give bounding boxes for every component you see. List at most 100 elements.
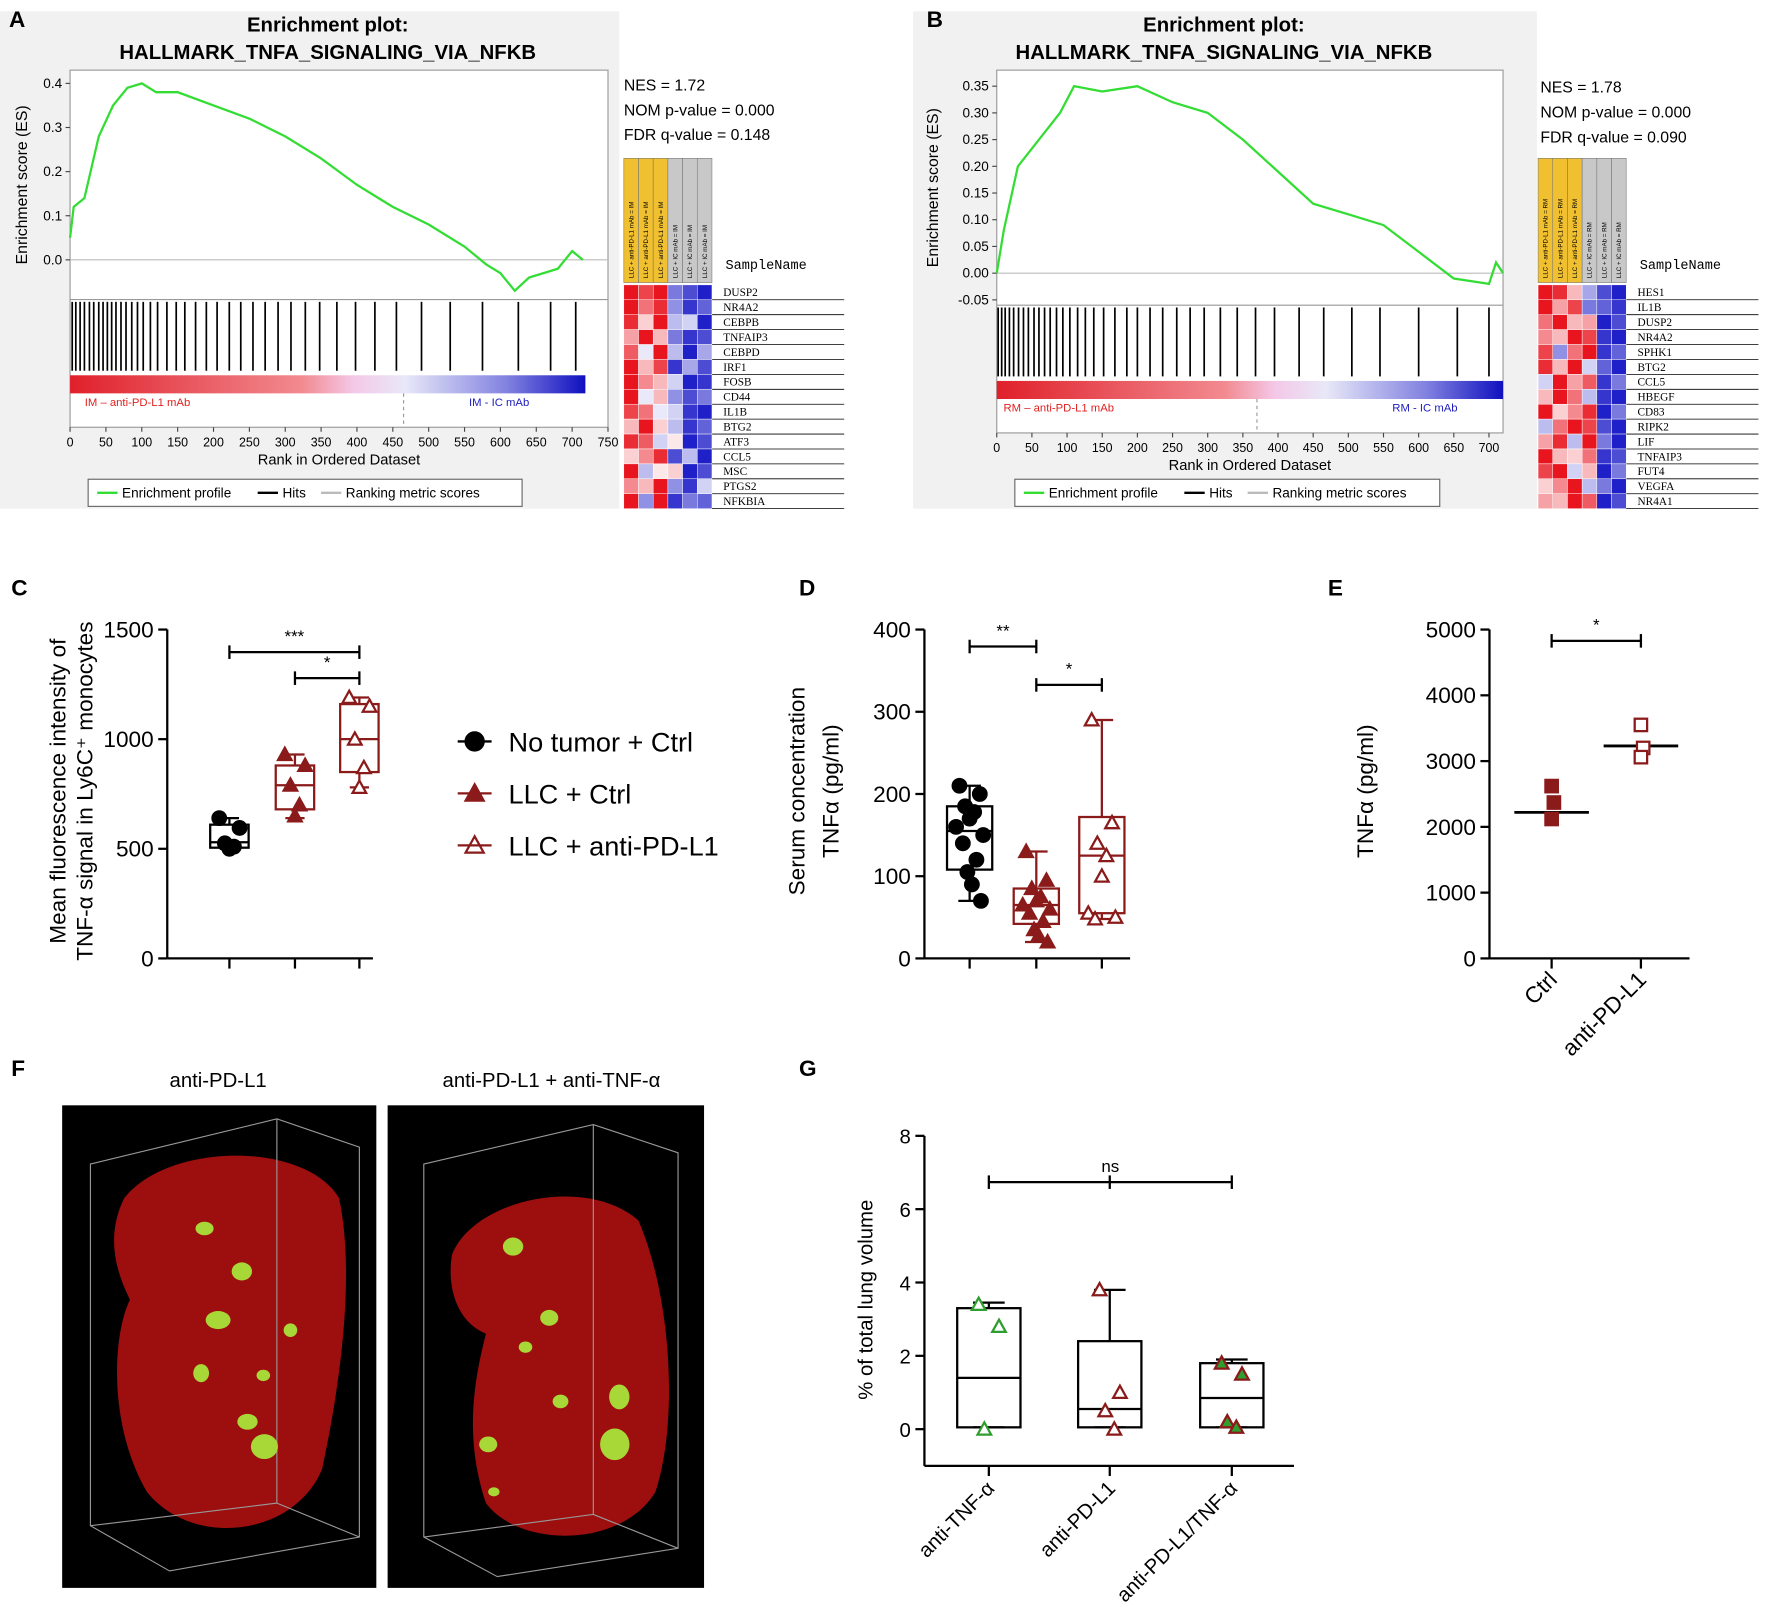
heatmap-cell	[667, 493, 683, 509]
legend-box	[87, 478, 523, 507]
significance-label: *	[1593, 616, 1600, 635]
heatmap-cell	[638, 299, 654, 315]
heatmap-cell	[682, 433, 698, 450]
column-label: LLC + IC mAb = RM	[1601, 222, 1608, 278]
heatmap-cell	[1537, 418, 1553, 435]
heatmap-cell	[667, 418, 683, 435]
plot-title: Enrichment plot:	[247, 15, 409, 37]
heatmap-cell	[697, 403, 713, 420]
x-axis-label: Rank in Ordered Dataset	[258, 453, 420, 469]
x-tick-label: 300	[275, 435, 296, 449]
heatmap-cell	[697, 284, 713, 301]
es-curve	[995, 84, 1504, 286]
point	[1103, 813, 1121, 830]
heatmap-cell	[1567, 389, 1583, 405]
image-title: anti-PD-L1	[170, 1070, 267, 1092]
y-tick-label: 0.30	[962, 105, 988, 120]
y-tick-label: 0	[900, 1420, 911, 1442]
y-axis-label: TNFα (pg/ml)	[1353, 724, 1378, 858]
legend-label: No tumor + Ctrl	[509, 727, 694, 758]
heatmap-cell	[682, 403, 698, 420]
point	[231, 820, 248, 836]
gene-label: DUSP2	[723, 287, 758, 299]
point	[221, 840, 238, 857]
heatmap-cell	[1552, 463, 1568, 480]
legend-label: Ranking metric scores	[346, 485, 480, 500]
y-tick-label: 8	[900, 1127, 911, 1149]
heatmap-cell	[697, 448, 713, 465]
statistic: FDR q-value = 0.148	[624, 127, 771, 144]
heatmap-cell	[638, 284, 654, 301]
heatmap-cell	[1552, 418, 1568, 435]
gene-label: HES1	[1638, 287, 1665, 299]
y-tick-label: 400	[873, 617, 911, 642]
heatmap-cell	[652, 329, 669, 345]
heatmap-cell	[1596, 463, 1612, 480]
point	[211, 810, 228, 827]
heatmap-cell	[638, 418, 654, 435]
heatmap-cell	[697, 359, 713, 375]
point	[973, 892, 989, 909]
heatmap-cell	[623, 329, 639, 345]
point	[350, 778, 369, 794]
heatmap-cell	[1611, 389, 1627, 405]
gene-label: IL1B	[723, 407, 747, 419]
column-label: LLC + anti-PD-L1 mAb = IM	[643, 202, 650, 279]
column-label: LLC + IC mAb = RM	[1616, 222, 1623, 278]
y-axis-label: TNF-α signal in Ly6C⁺ monocytes	[73, 621, 98, 960]
heatmap-cell	[1596, 478, 1612, 494]
heatmap-cell	[623, 418, 639, 435]
heatmap-cell	[667, 299, 683, 315]
y-tick-label: 200	[873, 782, 911, 807]
point	[290, 795, 309, 812]
y-axis-label: % of total lung volume	[855, 1200, 877, 1400]
point	[961, 810, 978, 827]
heatmap-cell	[1596, 403, 1612, 420]
point	[1218, 1412, 1236, 1429]
gene-label: BTG2	[1638, 362, 1667, 374]
gene-label: IL1B	[1638, 302, 1662, 314]
point	[1027, 891, 1046, 908]
heatmap-cell	[1552, 493, 1568, 509]
gene-label: CEBPD	[723, 347, 759, 359]
x-tick-label: 400	[347, 435, 368, 449]
box	[956, 1307, 1022, 1429]
heatmap-cell	[652, 463, 669, 480]
es-curve	[68, 82, 584, 293]
heatmap-cell	[1567, 374, 1583, 390]
gene-label: CEBPB	[723, 317, 759, 329]
heatmap-cell	[697, 374, 713, 390]
heatmap-cell	[1537, 314, 1553, 330]
heatmap-cell	[1581, 284, 1598, 301]
heatmap-cell	[652, 389, 669, 405]
point	[1633, 717, 1649, 733]
column-label: LLC + anti-PD-L1 mAb = RM	[1572, 199, 1579, 278]
heatmap-cell	[652, 403, 669, 420]
point	[286, 806, 304, 823]
x-tick-label: 400	[1268, 441, 1289, 455]
column-label: LLC + IC mAb = IM	[702, 225, 709, 278]
heatmap-cell	[1581, 329, 1598, 345]
x-tick-label: 200	[203, 435, 224, 449]
y-tick-label: 0	[1463, 946, 1476, 971]
point	[1097, 846, 1116, 863]
heatmap-cell	[682, 448, 698, 465]
heatmap-cell	[1552, 403, 1568, 420]
y-tick-label: 0	[898, 946, 911, 971]
y-tick-label: 0.0	[43, 252, 62, 267]
heatmap-cell	[1611, 329, 1627, 345]
x-tick-label: 150	[167, 435, 188, 449]
x-tick-label: 50	[99, 435, 113, 449]
x-tick-label: 100	[131, 435, 152, 449]
heatmap-cell	[682, 299, 698, 315]
heatmap-cell	[682, 329, 698, 345]
y-tick-label: -0.05	[958, 292, 989, 307]
heatmap-cell	[1611, 359, 1627, 375]
legend-label: Hits	[1209, 485, 1233, 500]
x-tick-label: 0	[993, 441, 1000, 455]
point	[1106, 908, 1125, 924]
heatmap-cell	[638, 403, 654, 420]
heatmap-cell	[1552, 433, 1568, 450]
legend-label: Ranking metric scores	[1272, 485, 1406, 500]
point	[968, 851, 985, 868]
